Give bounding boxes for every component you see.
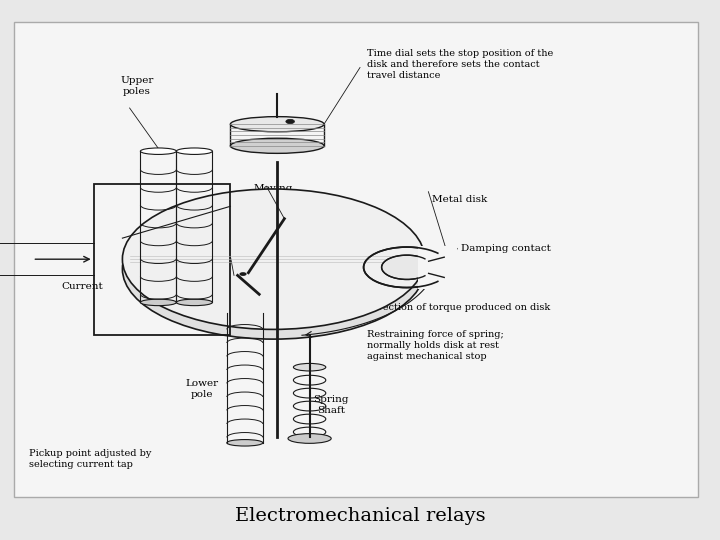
Text: Lower
pole: Lower pole bbox=[185, 379, 218, 399]
Text: Spring
Shaft: Spring Shaft bbox=[313, 395, 349, 415]
Ellipse shape bbox=[230, 117, 324, 132]
Ellipse shape bbox=[230, 138, 324, 153]
Text: Metal disk: Metal disk bbox=[432, 195, 487, 204]
Bar bbox=[418, 246, 457, 289]
Ellipse shape bbox=[122, 199, 425, 339]
Ellipse shape bbox=[382, 255, 432, 280]
Text: Time dial sets the stop position of the
disk and therefore sets the contact
trav: Time dial sets the stop position of the … bbox=[367, 49, 554, 80]
Text: Electromechanical relays: Electromechanical relays bbox=[235, 507, 485, 525]
Ellipse shape bbox=[227, 440, 263, 446]
Text: Damping contact: Damping contact bbox=[461, 244, 551, 253]
Ellipse shape bbox=[240, 272, 246, 276]
Text: Restraining force of spring;
normally holds disk at rest
against mechanical stop: Restraining force of spring; normally ho… bbox=[367, 330, 504, 361]
Ellipse shape bbox=[288, 434, 331, 443]
Text: Current: Current bbox=[61, 282, 103, 291]
Text: Moving
contact: Moving contact bbox=[254, 184, 293, 205]
Text: Fixed
contact: Fixed contact bbox=[225, 254, 264, 275]
Ellipse shape bbox=[122, 189, 425, 329]
Bar bbox=[94, 184, 230, 335]
Text: Pickup point adjusted by
selecting current tap: Pickup point adjusted by selecting curre… bbox=[29, 449, 151, 469]
Ellipse shape bbox=[286, 119, 294, 124]
Ellipse shape bbox=[176, 299, 212, 306]
Ellipse shape bbox=[140, 299, 176, 306]
Ellipse shape bbox=[176, 148, 212, 154]
Text: Direction of torque produced on disk: Direction of torque produced on disk bbox=[367, 303, 551, 312]
Ellipse shape bbox=[294, 363, 325, 371]
Text: Upper
poles: Upper poles bbox=[120, 76, 153, 97]
Ellipse shape bbox=[140, 148, 176, 154]
FancyBboxPatch shape bbox=[14, 22, 698, 497]
